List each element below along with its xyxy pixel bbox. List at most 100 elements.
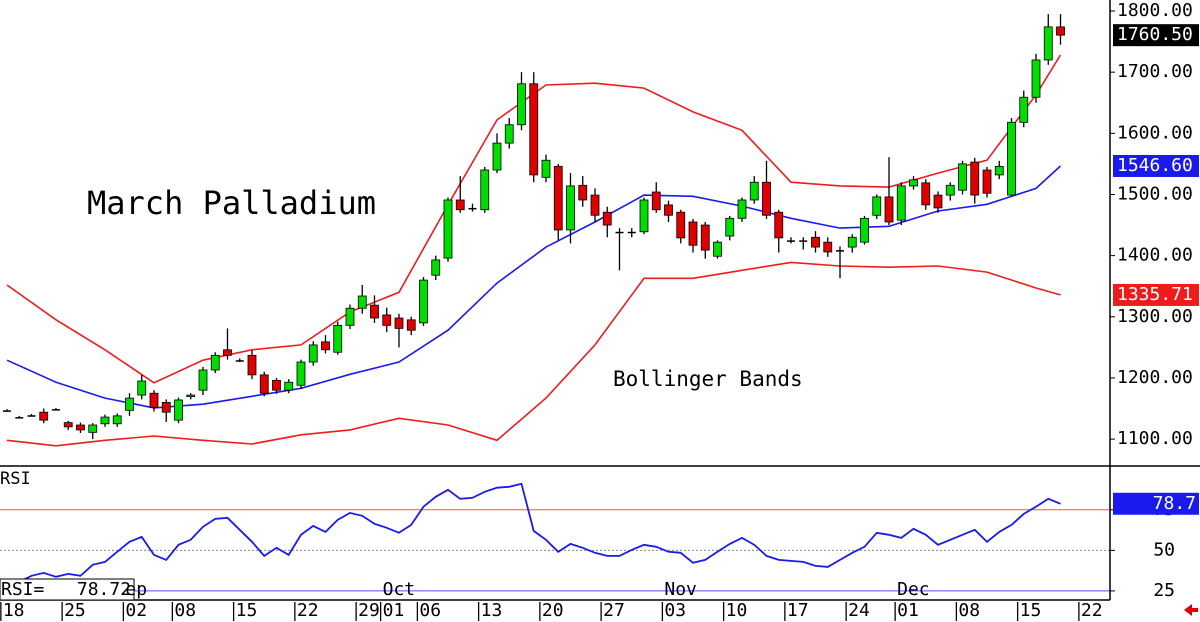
candle-body xyxy=(357,295,367,309)
candle-body xyxy=(149,392,159,408)
candle-body xyxy=(1043,26,1053,61)
candle-body xyxy=(88,424,98,433)
candle-body xyxy=(651,191,661,211)
month-label: Nov xyxy=(664,579,697,600)
rsi-line xyxy=(6,482,1061,589)
x-tick-label: 25 xyxy=(64,600,86,621)
candle-body xyxy=(345,307,355,326)
candle-body xyxy=(100,416,110,425)
price-panel xyxy=(2,14,1065,447)
candle-body xyxy=(799,240,808,242)
x-tick-label: 24 xyxy=(848,600,870,621)
candle-body xyxy=(492,142,502,171)
candle-body xyxy=(884,196,894,223)
candle-body xyxy=(27,415,36,417)
candle-body xyxy=(174,399,183,421)
candle-body xyxy=(774,211,784,239)
candle-body xyxy=(762,181,771,216)
candle-body xyxy=(566,185,575,231)
candle-body xyxy=(112,415,122,425)
candle-body xyxy=(198,369,208,391)
month-label: Dec xyxy=(897,579,930,600)
last-value-label: 1760.50 xyxy=(1117,24,1193,45)
candle-body xyxy=(615,231,624,234)
candle-body xyxy=(137,380,147,396)
chart-title: March Palladium xyxy=(87,184,376,222)
candle-body xyxy=(321,341,330,351)
candle-body xyxy=(688,221,698,246)
last-value-box xyxy=(1113,283,1199,306)
candle-body xyxy=(333,324,343,353)
rsi-readout: RSI= 78.72 xyxy=(1,579,131,600)
month-label: Oct xyxy=(383,579,416,600)
candle-body xyxy=(896,185,906,221)
x-tick-label: 10 xyxy=(726,600,748,621)
candle-body xyxy=(223,349,232,356)
y-tick-label: 1300.00 xyxy=(1117,306,1193,327)
candle-body xyxy=(431,259,441,276)
candle-body xyxy=(847,236,857,248)
last-value-label: 1335.71 xyxy=(1117,284,1193,305)
y-tick-label: 1700.00 xyxy=(1117,61,1193,82)
candle-body xyxy=(235,360,244,362)
candle-body xyxy=(737,199,747,219)
y-tick-label: 25 xyxy=(1153,580,1175,601)
candle-body xyxy=(970,161,980,196)
candle-body xyxy=(602,211,612,226)
last-value-box xyxy=(1113,24,1199,47)
candle-body xyxy=(63,422,73,428)
candle-body xyxy=(1019,96,1029,123)
candle-body xyxy=(419,279,428,324)
x-tick-label: 15 xyxy=(236,600,258,621)
candle-body xyxy=(529,83,539,176)
candle-body xyxy=(749,181,759,201)
candle-body xyxy=(627,231,636,234)
x-tick-label: 06 xyxy=(419,600,441,621)
candle-body xyxy=(455,199,465,211)
candle-body xyxy=(921,182,931,206)
y-tick-label: 1200.00 xyxy=(1117,367,1193,388)
scroll-arrow xyxy=(1184,604,1198,616)
candle-body xyxy=(296,361,306,386)
x-tick-label: 08 xyxy=(958,600,980,621)
candle-body xyxy=(860,217,869,243)
candle-body xyxy=(700,224,710,251)
candle-body xyxy=(517,83,526,126)
candle-body xyxy=(1056,26,1065,36)
x-tick-label: 13 xyxy=(481,600,503,621)
candle-body xyxy=(639,199,649,233)
candle-body xyxy=(664,204,673,216)
x-tick-label: 29 xyxy=(358,600,380,621)
candle-body xyxy=(76,424,85,431)
x-tick-label: 27 xyxy=(603,600,625,621)
y-tick-label: 1600.00 xyxy=(1117,122,1193,143)
candle-body xyxy=(590,194,600,216)
candle-body xyxy=(958,163,967,191)
candle-body xyxy=(933,194,943,209)
last-value-label: 78.7 xyxy=(1153,493,1196,514)
x-tick-label: 01 xyxy=(383,600,405,621)
candle-body xyxy=(382,314,392,326)
candle-body xyxy=(578,184,588,201)
x-tick-label: 02 xyxy=(125,600,147,621)
candle-body xyxy=(676,211,686,239)
candle-body xyxy=(39,411,49,421)
x-tick-label: 15 xyxy=(1020,600,1042,621)
last-value-box xyxy=(1113,492,1199,515)
x-tick-label: 20 xyxy=(542,600,564,621)
candle-body xyxy=(125,397,134,411)
rsi-panel xyxy=(0,482,1110,592)
bollinger-band xyxy=(6,165,1062,409)
candle-body xyxy=(823,241,833,253)
candle-body xyxy=(480,169,490,211)
candle-body xyxy=(161,401,171,413)
rsi-title: RSI xyxy=(0,469,31,489)
candle-body xyxy=(787,240,796,242)
annotation: Bollinger Bands xyxy=(613,367,803,391)
candle-body xyxy=(370,304,379,319)
candle-body xyxy=(406,319,416,331)
candle-body xyxy=(468,207,477,210)
